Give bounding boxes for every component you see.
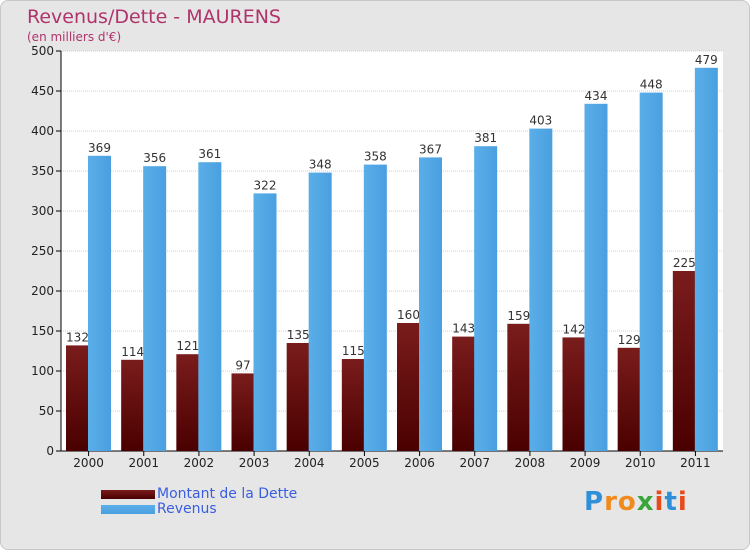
x-tick-label: 2008 (515, 456, 546, 470)
x-tick-label: 2004 (294, 456, 325, 470)
revenue-bar (529, 128, 553, 451)
debt-bar (452, 336, 476, 451)
chart-subtitle: (en milliers d'€) (27, 30, 122, 44)
y-tick-label: 500 (31, 44, 54, 58)
debt-bar (672, 271, 696, 451)
x-tick-label: 2001 (128, 456, 159, 470)
debt-bar (121, 359, 145, 451)
debt-bar (397, 323, 420, 451)
proxiti-logo: Proxiti (584, 487, 688, 517)
revenue-value-label: 434 (585, 89, 608, 103)
debt-value-label: 159 (507, 309, 530, 323)
revenue-bar (584, 103, 608, 452)
debt-bar (562, 337, 586, 451)
logo-letter: i (677, 487, 688, 517)
revenue-value-label: 367 (419, 142, 442, 156)
debt-bar (176, 354, 200, 451)
legend-swatch-debt (101, 490, 155, 499)
revenue-bar (474, 146, 498, 451)
debt-value-label: 97 (235, 358, 250, 372)
debt-bar (617, 347, 641, 451)
y-tick-label: 300 (31, 204, 54, 218)
legend-swatch-revenue (101, 505, 155, 514)
y-tick-label: 100 (31, 364, 54, 378)
logo-letter: x (636, 487, 655, 517)
debt-bar (507, 323, 531, 451)
debt-value-label: 132 (66, 330, 89, 344)
y-tick-label: 250 (31, 244, 54, 258)
y-tick-label: 0 (46, 444, 54, 458)
revenue-bar (253, 193, 277, 451)
y-tick-label: 150 (31, 324, 54, 338)
debt-bar (231, 373, 255, 451)
debt-value-label: 114 (121, 345, 144, 359)
y-tick-label: 200 (31, 284, 54, 298)
x-tick-label: 2005 (349, 456, 380, 470)
revenue-bar (308, 172, 332, 451)
debt-value-label: 121 (176, 339, 199, 353)
revenue-value-label: 348 (309, 158, 332, 172)
y-tick-label: 450 (31, 84, 54, 98)
x-tick-label: 2010 (625, 456, 656, 470)
x-tick-label: 2006 (404, 456, 435, 470)
debt-value-label: 135 (287, 328, 310, 342)
logo-letter: t (664, 487, 678, 517)
revenue-bar (88, 155, 111, 452)
revenue-value-label: 322 (254, 178, 277, 192)
debt-value-label: 115 (342, 344, 365, 358)
revenue-value-label: 358 (364, 150, 387, 164)
legend-label-revenue: Revenus (157, 501, 217, 517)
revenue-value-label: 479 (695, 53, 718, 67)
revenue-value-label: 361 (198, 147, 221, 161)
logo-letter: i (654, 487, 665, 517)
revenue-value-label: 369 (88, 141, 111, 155)
revenue-bar (363, 164, 387, 451)
revenue-value-label: 356 (143, 151, 166, 165)
y-tick-label: 400 (31, 124, 54, 138)
revenue-value-label: 403 (529, 114, 552, 128)
debt-value-label: 142 (563, 322, 586, 336)
x-tick-label: 2002 (184, 456, 215, 470)
revenue-bar (639, 92, 663, 451)
x-tick-label: 2003 (239, 456, 270, 470)
x-tick-label: 2000 (73, 456, 104, 470)
legend-label-debt: Montant de la Dette (157, 486, 298, 502)
debt-value-label: 225 (673, 256, 696, 270)
revenue-bar (419, 157, 442, 451)
y-tick-label: 50 (39, 404, 54, 418)
debt-bar (286, 343, 310, 451)
debt-value-label: 143 (452, 322, 475, 336)
logo-letter: o (617, 487, 637, 517)
logo-letter: r (604, 487, 618, 517)
revenue-bar (198, 162, 222, 451)
x-tick-label: 2007 (459, 456, 490, 470)
revenue-bar (694, 67, 718, 452)
revenue-value-label: 381 (474, 131, 497, 145)
logo-letter: P (584, 487, 605, 517)
revenue-bar (143, 166, 167, 451)
y-tick-label: 350 (31, 164, 54, 178)
debt-value-label: 129 (618, 333, 641, 347)
debt-bar (341, 359, 365, 451)
debt-bar (66, 345, 89, 451)
revenue-value-label: 448 (640, 78, 663, 92)
x-tick-label: 2011 (680, 456, 711, 470)
x-tick-label: 2009 (570, 456, 601, 470)
chart-title: Revenus/Dette - MAURENS (27, 6, 281, 28)
debt-value-label: 160 (397, 308, 420, 322)
